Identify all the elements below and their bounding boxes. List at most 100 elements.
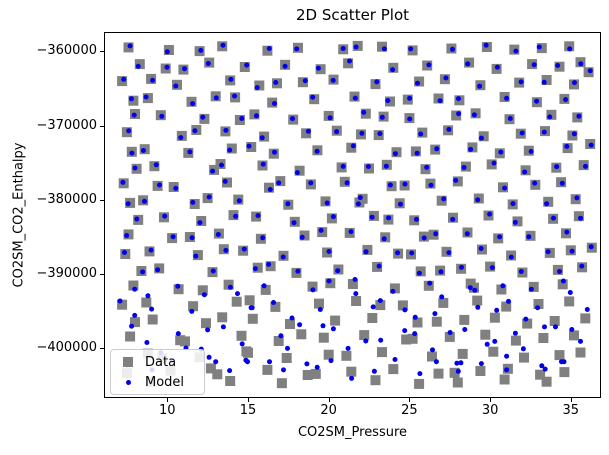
data-point-square xyxy=(436,195,447,206)
data-point-square xyxy=(480,329,491,340)
model-point-dot xyxy=(135,63,141,69)
model-point-dot xyxy=(223,127,229,133)
model-point-dot xyxy=(574,195,580,201)
data-point-square xyxy=(130,317,140,328)
model-point-dot xyxy=(259,135,265,141)
model-point-dot xyxy=(441,196,447,202)
model-point-dot xyxy=(162,213,168,219)
data-point-square xyxy=(407,333,418,344)
model-point-dot xyxy=(502,185,508,191)
model-point-dot xyxy=(326,249,332,254)
data-point-square xyxy=(452,377,463,388)
model-point-dot xyxy=(365,164,371,169)
chart-title: 2D Scatter Plot xyxy=(295,6,410,24)
model-point-dot xyxy=(245,359,250,365)
model-point-dot xyxy=(278,333,284,339)
model-point-dot xyxy=(271,300,276,305)
model-point-dot xyxy=(220,324,226,330)
model-point-dot xyxy=(193,253,199,259)
model-point-dot xyxy=(281,367,286,373)
model-point-dot xyxy=(175,331,181,337)
model-point-dot xyxy=(583,163,588,169)
model-point-dot xyxy=(233,213,239,219)
model-point-dot xyxy=(244,62,250,68)
model-point-dot xyxy=(295,268,301,274)
data-point-square xyxy=(341,350,352,361)
model-point-dot xyxy=(305,128,311,134)
model-point-dot xyxy=(475,304,481,310)
model-point-dot xyxy=(330,326,336,332)
scatter-canvas xyxy=(117,40,597,389)
model-point-dot xyxy=(134,216,140,222)
model-point-dot xyxy=(385,98,391,104)
model-point-dot xyxy=(497,234,503,240)
model-point-dot xyxy=(164,49,170,55)
model-point-dot xyxy=(392,151,398,157)
model-point-dot xyxy=(205,61,211,66)
model-point-dot xyxy=(170,234,176,240)
model-point-dot xyxy=(299,234,305,240)
model-point-dot xyxy=(478,361,484,367)
model-point-dot xyxy=(458,360,464,366)
data-point-square xyxy=(496,284,507,295)
model-point-dot xyxy=(227,147,233,153)
model-point-dot xyxy=(392,357,398,362)
model-point-dot xyxy=(506,298,511,304)
data-point-square xyxy=(441,246,452,257)
model-point-dot xyxy=(352,95,358,101)
model-point-dot xyxy=(260,161,266,167)
model-point-dot xyxy=(494,307,500,313)
model-point-dot xyxy=(545,249,551,255)
model-point-dot xyxy=(228,76,234,82)
model-point-dot xyxy=(227,284,233,290)
data-point-square xyxy=(580,313,591,324)
model-point-dot xyxy=(418,131,424,137)
model-point-dot xyxy=(370,304,376,310)
model-point-dot xyxy=(246,143,252,149)
model-point-dot xyxy=(579,263,585,269)
legend-label-model: Model xyxy=(145,374,185,390)
model-point-dot xyxy=(477,83,483,89)
data-point-square xyxy=(296,329,307,340)
data-point-square xyxy=(297,77,308,88)
model-point-dot xyxy=(438,269,444,275)
model-point-dot xyxy=(201,292,207,298)
model-point-dot xyxy=(304,361,310,367)
model-point-dot xyxy=(289,315,295,321)
model-point-dot xyxy=(561,359,567,365)
model-point-dot xyxy=(302,78,308,84)
data-point-square xyxy=(478,131,489,142)
model-point-dot xyxy=(266,261,272,267)
model-point-dot xyxy=(255,213,261,219)
model-point-dot xyxy=(478,246,484,251)
model-point-dot xyxy=(206,354,212,360)
x-tick-mark xyxy=(570,398,572,402)
data-point-square xyxy=(375,300,386,311)
data-point-square xyxy=(522,318,533,329)
data-point-square xyxy=(307,281,318,292)
data-point-square xyxy=(281,353,292,363)
model-point-dot xyxy=(334,129,340,135)
legend-label-data: Data xyxy=(145,354,177,370)
model-point-dot xyxy=(434,146,440,152)
model-point-dot xyxy=(450,216,456,222)
model-point-dot xyxy=(519,130,525,136)
x-tick-label: 15 xyxy=(239,403,257,418)
x-tick-label: 25 xyxy=(401,403,418,418)
model-point-dot xyxy=(569,248,575,254)
x-tick-label: 35 xyxy=(562,403,580,418)
model-point-dot xyxy=(126,128,132,134)
model-point-dot xyxy=(541,129,547,135)
model-point-dot xyxy=(127,43,133,49)
data-point-square xyxy=(414,378,425,389)
data-point-square xyxy=(247,313,258,324)
model-point-dot xyxy=(223,247,229,253)
model-point-dot xyxy=(578,338,583,344)
model-point-dot xyxy=(235,291,240,297)
model-point-dot xyxy=(254,85,260,91)
data-point-square xyxy=(564,41,575,52)
model-point-dot xyxy=(456,111,462,117)
model-point-dot xyxy=(357,195,363,201)
model-point-dot xyxy=(578,215,583,221)
y-tick-label: −380000 xyxy=(36,191,97,207)
